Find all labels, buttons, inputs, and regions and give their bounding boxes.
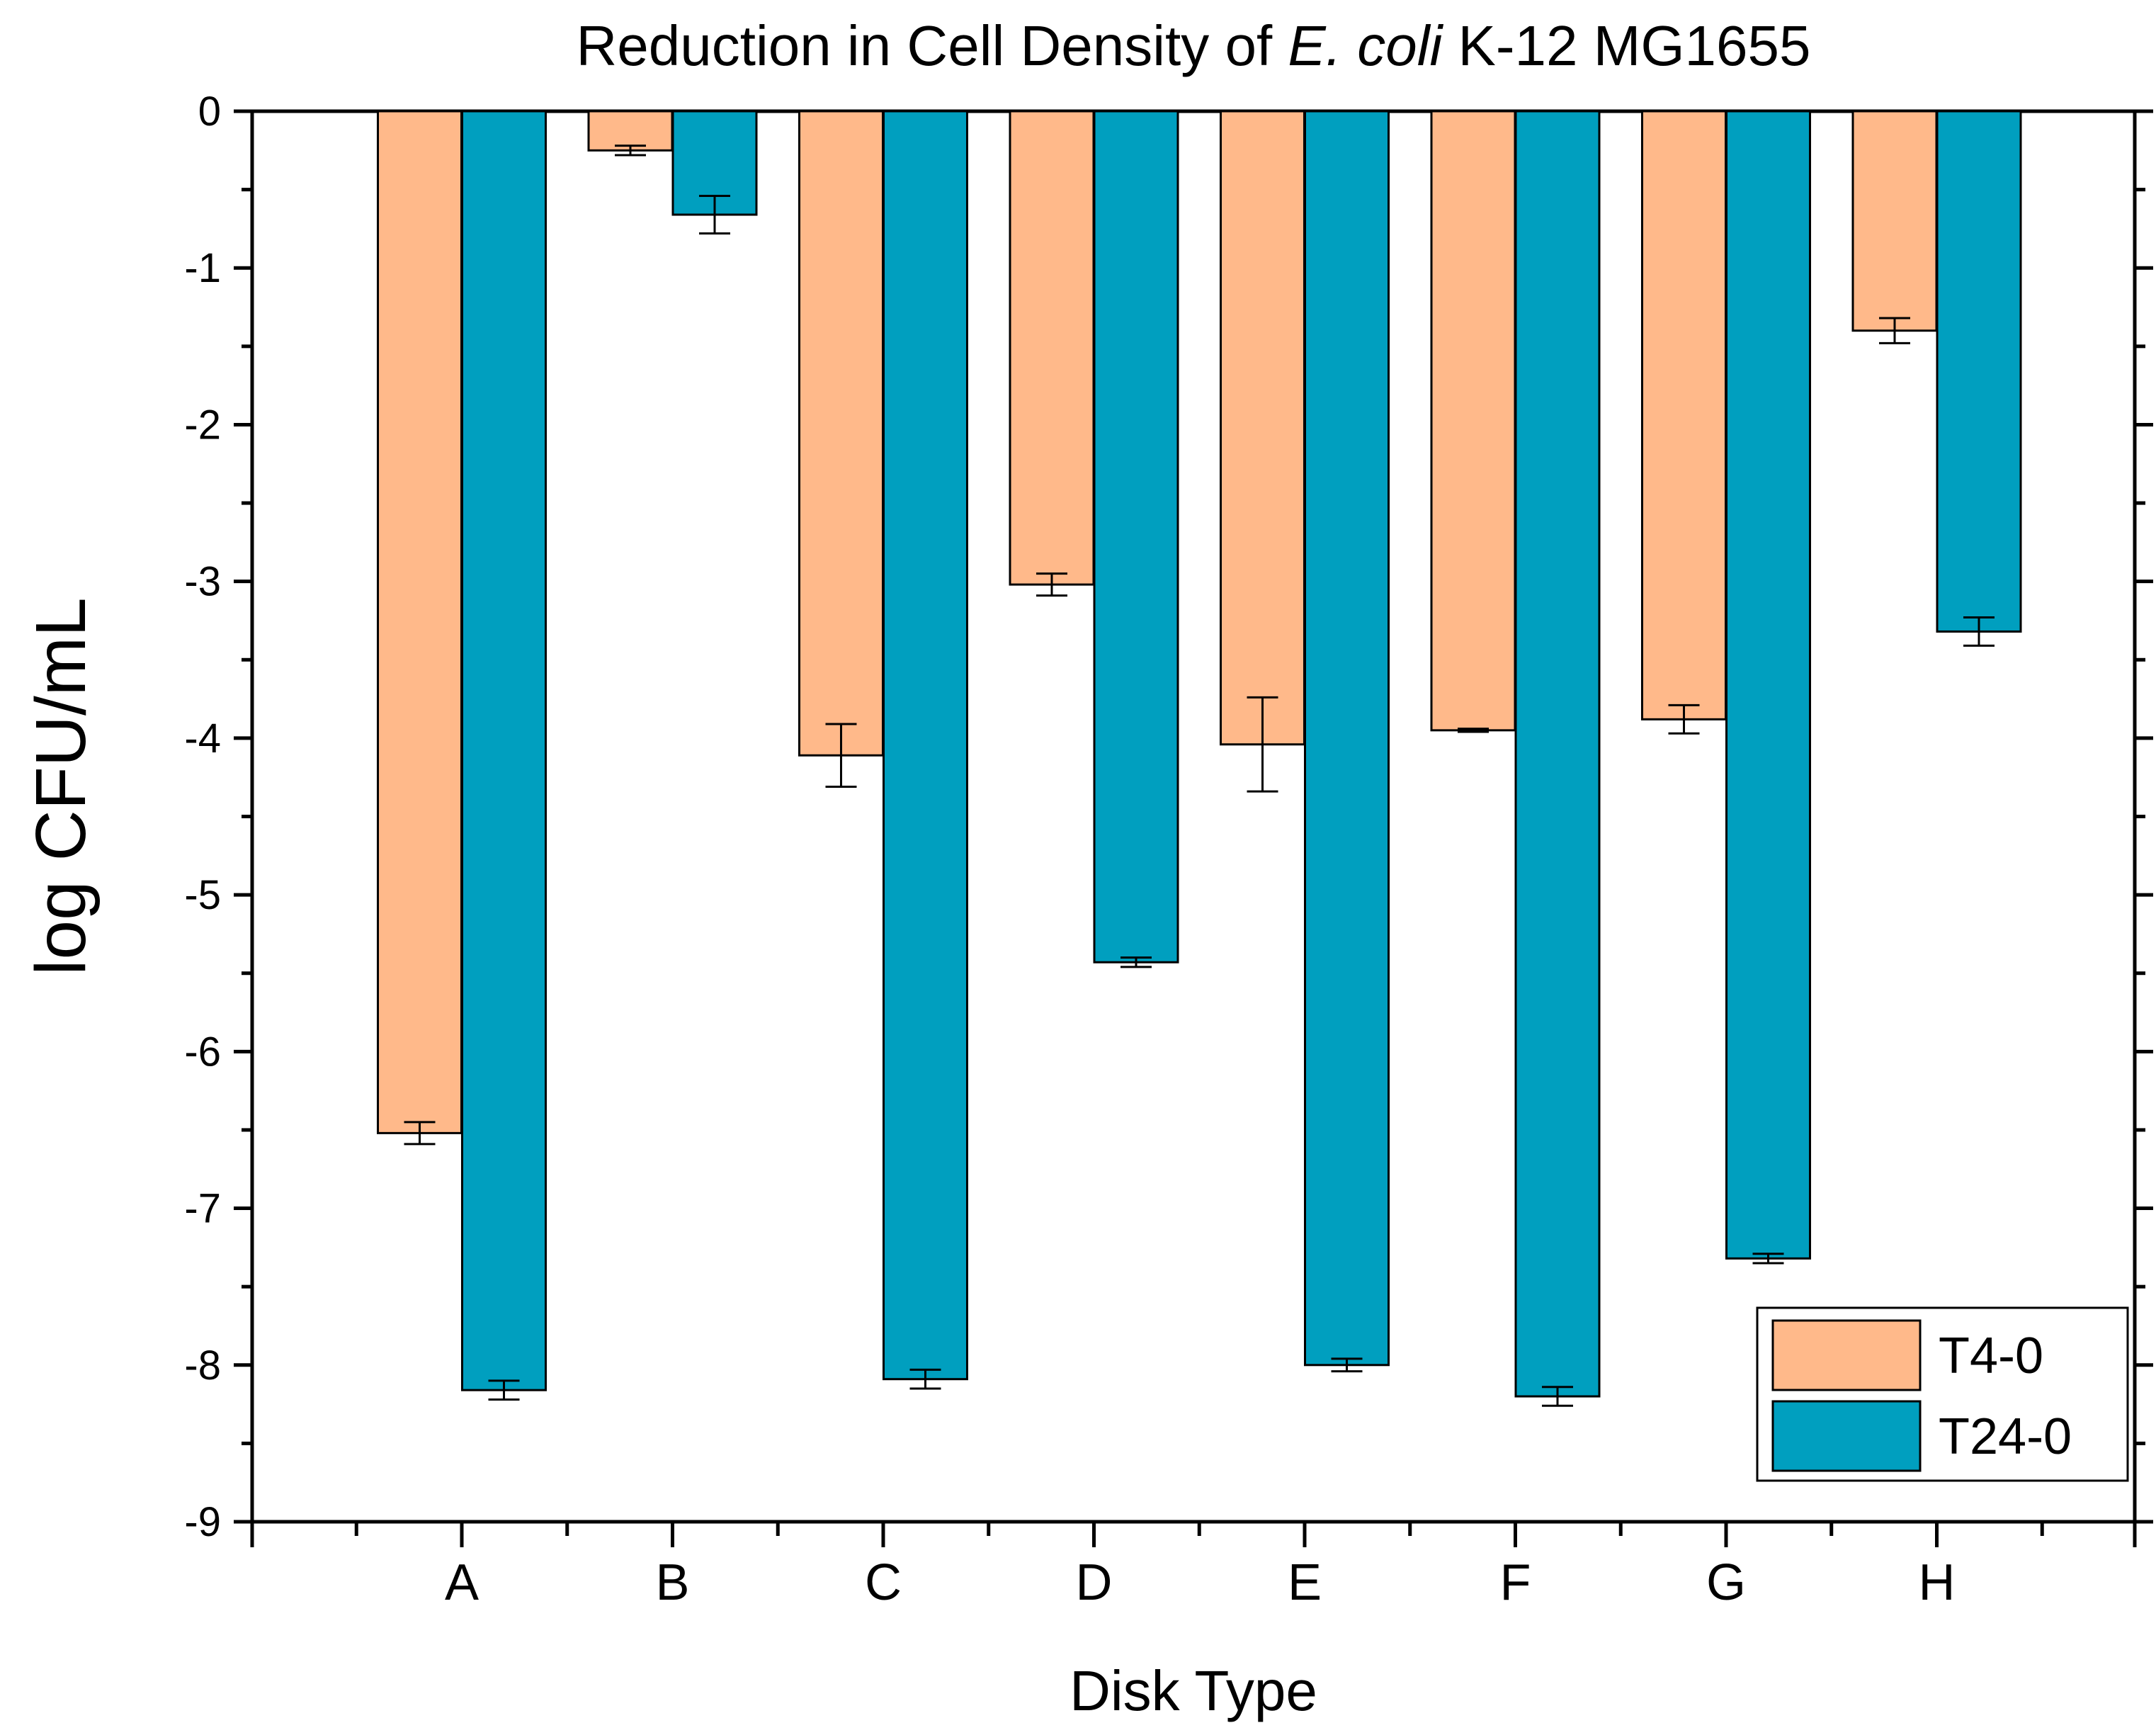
x-tick-label: A [445, 1554, 479, 1611]
y-axis-title: log CFU/mL [21, 597, 101, 975]
chart-title: Reduction in Cell Density of E. coli K-1… [576, 14, 1810, 77]
legend-swatch-T24-0 [1771, 1400, 1922, 1472]
bar-T24-0-A [461, 110, 547, 1391]
bar-T4-0-H [1851, 110, 1938, 332]
legend-label-T4-0: T4-0 [1939, 1328, 2043, 1384]
y-tick-label: -6 [184, 1029, 221, 1075]
bar-T4-0-G [1641, 110, 1727, 720]
x-tick-label: C [865, 1554, 902, 1611]
y-tick-label: -4 [184, 716, 221, 762]
y-tick-label: -3 [184, 559, 221, 605]
bar-T24-0-C [883, 110, 968, 1381]
bar-T4-0-C [798, 110, 884, 757]
y-tick-label: -5 [184, 872, 221, 918]
y-tick-label: -8 [184, 1343, 221, 1389]
bar-T4-0-F [1430, 110, 1516, 732]
bar-T4-0-A [377, 110, 463, 1134]
bar-T24-0-H [1936, 110, 2022, 633]
y-tick-label: -1 [184, 245, 221, 291]
x-tick-label: F [1500, 1554, 1531, 1611]
y-tick-label: 0 [198, 89, 221, 135]
bar-T24-0-F [1514, 110, 1601, 1398]
x-tick-label: H [1919, 1554, 1956, 1611]
x-tick-label: G [1706, 1554, 1746, 1611]
bar-T24-0-G [1725, 110, 1811, 1260]
x-tick-label: D [1076, 1554, 1113, 1611]
bar-T4-0-B [587, 110, 674, 152]
bar-T24-0-D [1093, 110, 1179, 963]
y-tick-label: -9 [184, 1499, 221, 1545]
legend-swatch-T4-0 [1771, 1319, 1922, 1391]
legend-label-T24-0: T24-0 [1939, 1408, 2072, 1465]
plot-area: 0 -1 -2 -3 -4 -5 -6 -7 -8 -9 A B C D E F G H [184, 89, 2153, 1611]
title-part-before: Reduction in Cell Density of [576, 14, 1288, 77]
y-tick-label: -7 [184, 1186, 221, 1232]
x-tick-label: B [655, 1554, 689, 1611]
legend: T4-0 T24-0 [1756, 1306, 2129, 1482]
x-axis-title: Disk Type [1070, 1659, 1317, 1722]
y-tick-label: -2 [184, 402, 221, 448]
bar-T4-0-D [1009, 110, 1095, 586]
bar-T24-0-E [1304, 110, 1390, 1367]
x-tick-label: E [1288, 1554, 1322, 1611]
title-part-italic: E. coli [1288, 14, 1443, 77]
title-part-after: K-12 MG1655 [1442, 14, 1810, 77]
bar-T4-0-E [1220, 110, 1305, 746]
